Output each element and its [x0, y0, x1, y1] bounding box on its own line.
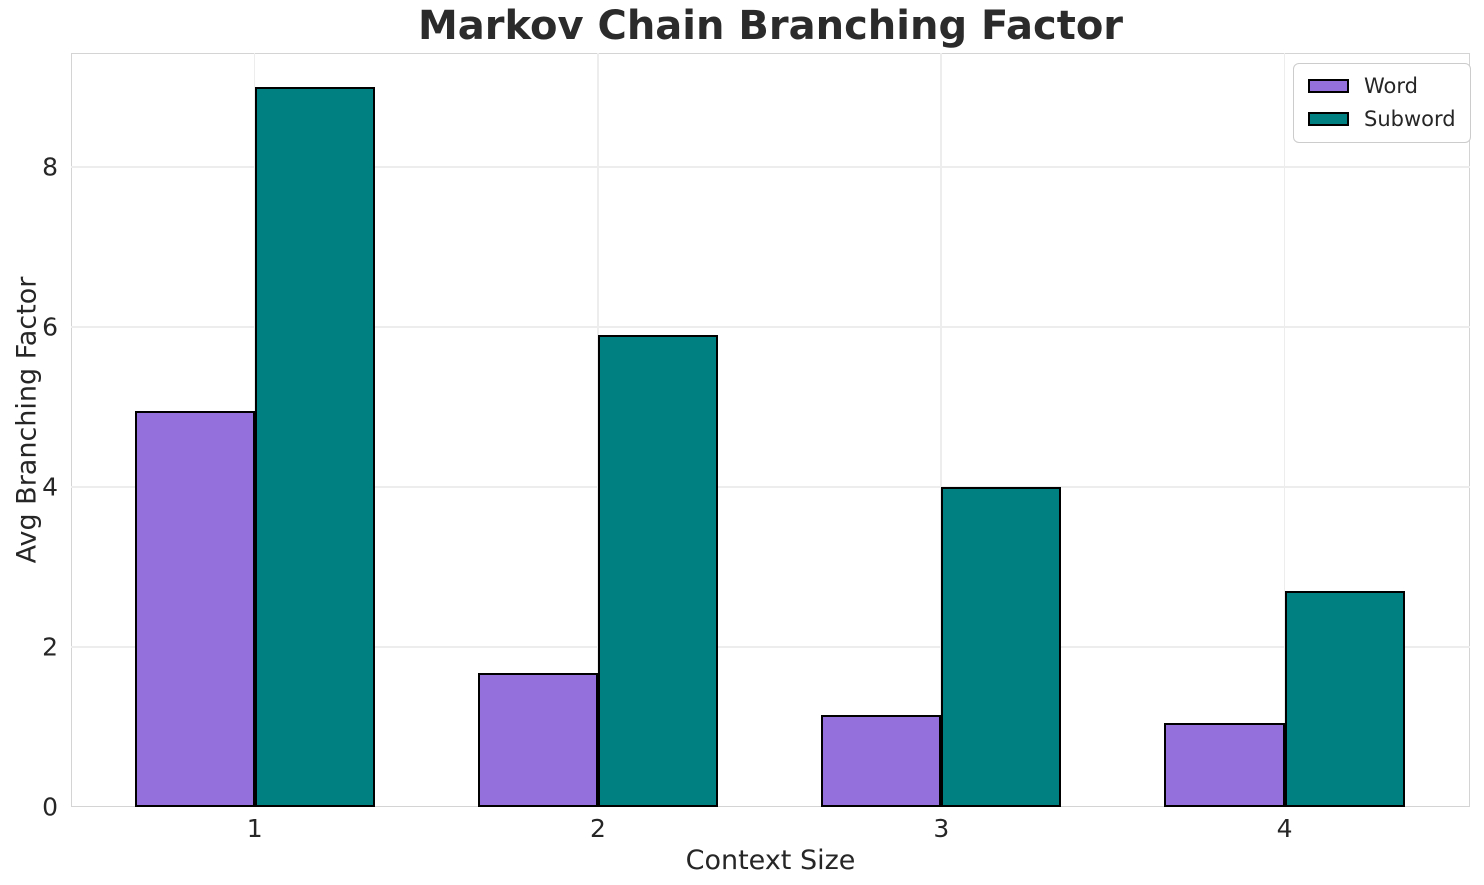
subword-series-swatch [1308, 112, 1349, 127]
bar-subword-3 [941, 487, 1062, 807]
gridline-vertical [940, 53, 943, 807]
x-tick-label: 4 [1276, 814, 1293, 843]
y-tick-label: 6 [42, 312, 58, 342]
x-axis-label: Context Size [685, 845, 856, 876]
gridline-horizontal [71, 646, 1470, 648]
bar-word-2 [477, 672, 598, 807]
x-tick-label: 3 [933, 814, 950, 843]
gridline-vertical [253, 53, 256, 807]
legend-label-word: Word [1364, 74, 1418, 98]
y-tick-label: 8 [42, 152, 58, 182]
y-tick-label: 4 [42, 472, 58, 502]
y-tick-label: 0 [42, 792, 58, 822]
word-series-swatch [1308, 79, 1349, 94]
x-tick-label: 2 [590, 814, 606, 843]
gridline-vertical [1283, 53, 1286, 807]
y-tick-label: 2 [42, 632, 58, 662]
bar-subword-1 [254, 87, 375, 807]
bar-word-3 [821, 715, 942, 807]
bar-word-4 [1164, 723, 1285, 807]
chart-title: Markov Chain Branching Factor [417, 3, 1124, 49]
bar-word-1 [134, 411, 255, 807]
legend-item-subword: Subword [1308, 106, 1456, 132]
bar-subword-2 [597, 335, 719, 807]
legend: Word Subword [1293, 63, 1471, 143]
gridline-vertical [597, 53, 599, 807]
y-axis-label: Avg Branching Factor [11, 276, 43, 564]
x-tick-label: 1 [246, 814, 263, 843]
gridline-horizontal [71, 166, 1470, 168]
bar-subword-4 [1284, 591, 1405, 807]
gridline-horizontal [71, 486, 1470, 488]
gridline-horizontal [71, 326, 1470, 328]
legend-label-subword: Subword [1364, 107, 1456, 132]
legend-item-word: Word [1308, 73, 1456, 99]
